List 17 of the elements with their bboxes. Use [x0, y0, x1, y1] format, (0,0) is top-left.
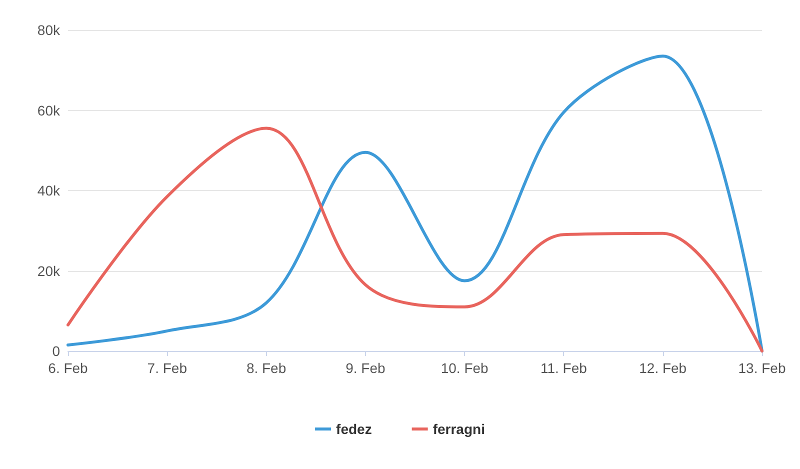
x-tick-label: 9. Feb [346, 360, 386, 376]
line-series [66, 54, 764, 352]
x-tick-label: 10. Feb [440, 360, 489, 376]
line-series [66, 126, 764, 352]
y-tick-label: 20k [37, 262, 61, 279]
y-tick-label: 40k [37, 182, 61, 198]
x-tick-label: 7. Feb [147, 360, 188, 376]
x-tick-label: 6. Feb [48, 360, 88, 376]
y-tick-label: 80k [37, 22, 61, 38]
x-tick-label: 11. Feb [540, 360, 588, 376]
y-tick-label: 60k [37, 102, 61, 118]
x-tick-label: 8. Feb [246, 360, 286, 376]
y-tick-label: 0 [52, 343, 60, 359]
x-tick-label: 13. Feb [738, 360, 786, 376]
x-tick-label: 12. Feb [639, 360, 687, 376]
legend-label: fedez [336, 421, 372, 437]
legend-label: ferragni [432, 421, 485, 437]
